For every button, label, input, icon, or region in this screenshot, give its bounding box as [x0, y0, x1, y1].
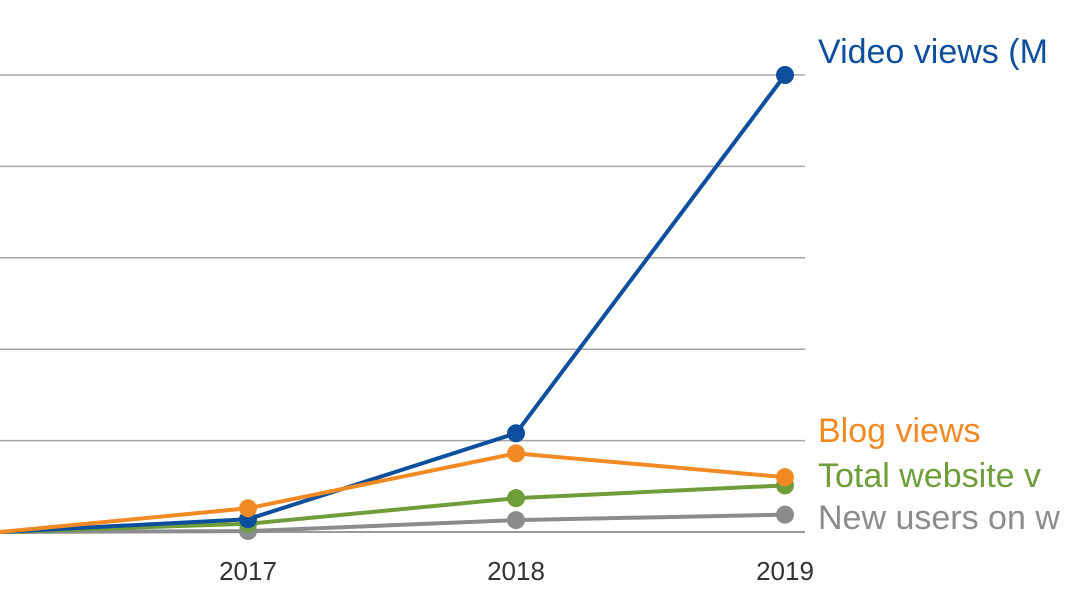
series-line — [0, 512, 787, 534]
x-tick-label: 2017 — [219, 556, 277, 586]
series-label: Video views (M — [818, 33, 1048, 71]
series-line — [0, 451, 787, 534]
series-label: Blog views — [818, 412, 981, 450]
series-lines — [0, 73, 787, 534]
data-point — [776, 66, 794, 84]
series-labels: Video views (M Blog views Total website v N… — [818, 33, 1060, 537]
series-label: New users on w — [818, 499, 1060, 537]
series-label: Total website v — [818, 457, 1041, 495]
series-line — [0, 73, 787, 534]
x-tick-label: 2019 — [756, 556, 814, 586]
data-point — [776, 468, 794, 487]
x-tick-labels: 2017 2018 2019 — [219, 556, 814, 586]
data-point — [239, 499, 257, 518]
x-tick-label: 2018 — [487, 556, 545, 586]
data-point — [507, 444, 525, 463]
series-points — [239, 66, 794, 541]
data-point — [507, 489, 525, 508]
gridlines — [0, 74, 805, 533]
data-point — [507, 511, 525, 530]
data-point — [776, 505, 794, 524]
series-line — [0, 483, 787, 534]
data-point — [507, 424, 525, 443]
